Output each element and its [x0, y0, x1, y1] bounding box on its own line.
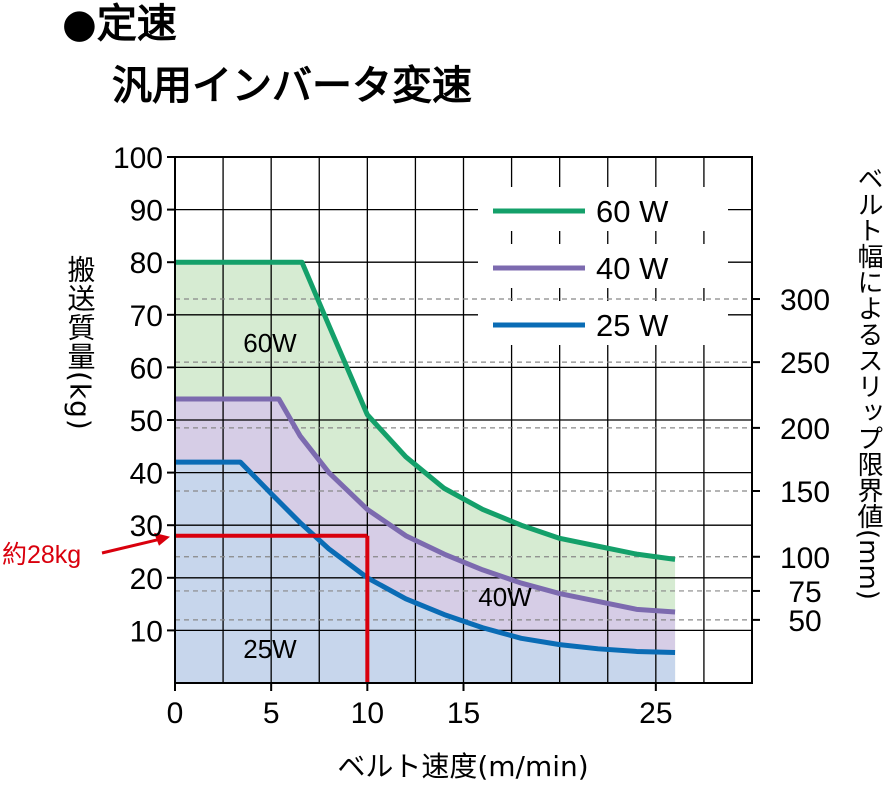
y2-tick-label: 100 [780, 542, 830, 575]
y-axis-label: 搬送質量(kg) [64, 255, 97, 431]
chart-title-line1: ●定速 [62, 1, 177, 47]
x-tick-label: 0 [167, 697, 184, 730]
chart-title-line2: 汎用インバータ変速 [112, 63, 472, 109]
y-tick-label: 80 [130, 247, 163, 280]
y2-tick-label: 250 [780, 347, 830, 380]
annotation-arrow-line [101, 538, 159, 555]
series-lines [175, 259, 676, 655]
x-axis-label: ベルト速度(m/min) [337, 750, 588, 783]
y-tick-label: 90 [130, 195, 163, 228]
y-tick-label: 20 [130, 563, 163, 596]
x-tick-label: 15 [447, 697, 480, 730]
area-label: 40W [478, 582, 532, 612]
x-tick-label: 25 [639, 697, 672, 730]
x-axis-ticks: 0 5 10 15 25 [167, 683, 673, 730]
annotation-label: 約28kg [2, 541, 81, 569]
annotation-group: 約28kg [2, 532, 370, 683]
annotation-arrowhead [154, 532, 170, 546]
y2-tick-label: 300 [780, 284, 830, 317]
series-line-1 [175, 396, 676, 615]
axis-labels: ベルト速度(m/min) 搬送質量(kg) ベルト幅によるスリップ限界値(mm) [64, 165, 884, 783]
x-tick-label: 5 [263, 697, 280, 730]
y-tick-label: 70 [130, 300, 163, 333]
y-tick-label: 50 [130, 405, 163, 438]
legend-label: 40 W [596, 251, 669, 286]
x-tick-label: 10 [351, 697, 384, 730]
y-tick-label: 60 [130, 352, 163, 385]
y2-tick-label: 75 [788, 576, 821, 609]
y2-axis-label: ベルト幅によるスリップ限界値(mm) [853, 165, 883, 600]
area-labels: 60W 40W 25W [243, 328, 532, 664]
y-tick-label: 10 [130, 615, 163, 648]
series-line-2 [175, 459, 676, 655]
y-axis-ticks: 100 90 80 70 60 50 40 30 20 10 [113, 142, 175, 648]
y2-tick-label: 50 [788, 605, 821, 638]
area-label: 25W [243, 634, 297, 664]
area-label: 60W [243, 328, 297, 358]
area-2 [175, 462, 676, 683]
y-tick-label: 40 [130, 458, 163, 491]
y-tick-label: 30 [130, 510, 163, 543]
legend-label: 25 W [596, 308, 669, 343]
legend: 60 W 40 W 25 W [478, 187, 728, 345]
y2-tick-label: 150 [780, 476, 830, 509]
y2-tick-label: 200 [780, 413, 830, 446]
series-line-0 [175, 259, 676, 562]
y-tick-label: 100 [113, 142, 163, 175]
legend-label: 60 W [596, 194, 669, 229]
